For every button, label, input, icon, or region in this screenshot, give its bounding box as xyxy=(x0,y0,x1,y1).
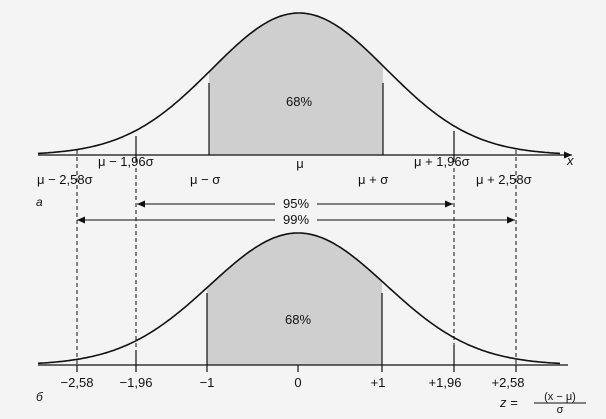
bottom-center-percent: 68% xyxy=(285,312,311,327)
interval-95-arrowhead-right xyxy=(445,200,453,208)
z-formula: z = (x − μ) σ xyxy=(499,391,586,416)
bottom-tick-label-zero: 0 xyxy=(294,375,301,390)
bottom-panel-letter: б xyxy=(36,390,44,404)
bottom-panel: 68% −2,58 −1,96 −1 0 +1 +1,96 +2,58 б z … xyxy=(36,232,586,416)
top-axis-variable: x xyxy=(566,153,574,168)
top-68-percent-shaded-area xyxy=(209,13,383,155)
interval-99-arrowhead-right xyxy=(507,216,515,224)
top-x-axis-arrowhead xyxy=(564,151,572,159)
top-panel-letter: а xyxy=(36,195,43,209)
top-label-mu: μ xyxy=(296,156,304,171)
z-formula-numerator: (x − μ) xyxy=(544,391,576,403)
bottom-tick-label-plus-258: +2,58 xyxy=(492,375,525,390)
bottom-bell-curve xyxy=(37,232,561,365)
interval-99-arrowhead-left xyxy=(77,216,85,224)
bottom-68-percent-shaded-area xyxy=(207,233,382,365)
interval-99-label: 99% xyxy=(283,212,309,227)
top-bell-curve xyxy=(37,12,561,155)
bottom-tick-label-minus-258: −2,58 xyxy=(61,375,94,390)
top-center-percent: 68% xyxy=(286,94,312,109)
bottom-tick-label-plus-1: +1 xyxy=(371,375,386,390)
interval-95-arrowhead-left xyxy=(137,200,145,208)
interval-markers: 95% 99% xyxy=(77,195,515,227)
bottom-tick-label-minus-196: −1,96 xyxy=(120,375,153,390)
top-label-plus-196: μ + 1,96σ xyxy=(414,154,470,169)
bottom-tick-label-plus-196: +1,96 xyxy=(429,375,462,390)
interval-99-label-bg xyxy=(275,211,317,227)
top-panel: 68% x μ − 1,96σ μ μ + 1,96σ μ − 2,58σ μ … xyxy=(36,12,574,209)
dashed-connectors xyxy=(76,150,517,370)
z-formula-denominator: σ xyxy=(557,404,564,414)
top-label-plus-258: μ + 2,58σ xyxy=(476,172,532,187)
top-label-minus-1: μ − σ xyxy=(190,172,220,187)
bottom-tick-label-minus-1: −1 xyxy=(200,375,215,390)
interval-95-label: 95% xyxy=(283,196,309,211)
top-label-plus-1: μ + σ xyxy=(358,172,388,187)
top-label-minus-196: μ − 1,96σ xyxy=(98,154,154,169)
z-formula-prefix: z = xyxy=(499,395,518,410)
interval-95-label-bg xyxy=(275,195,317,211)
top-label-minus-258: μ − 2,58σ xyxy=(37,172,93,187)
